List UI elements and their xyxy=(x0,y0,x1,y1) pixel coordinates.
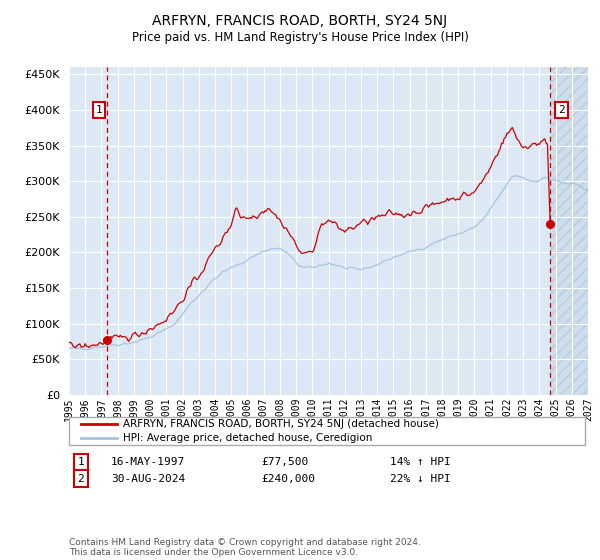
Text: ARFRYN, FRANCIS ROAD, BORTH, SY24 5NJ: ARFRYN, FRANCIS ROAD, BORTH, SY24 5NJ xyxy=(152,14,448,28)
Text: 22% ↓ HPI: 22% ↓ HPI xyxy=(390,474,451,484)
Text: Price paid vs. HM Land Registry's House Price Index (HPI): Price paid vs. HM Land Registry's House … xyxy=(131,31,469,44)
Text: HPI: Average price, detached house, Ceredigion: HPI: Average price, detached house, Cere… xyxy=(123,433,373,443)
Text: Contains HM Land Registry data © Crown copyright and database right 2024.
This d: Contains HM Land Registry data © Crown c… xyxy=(69,538,421,557)
Bar xyxy=(550,67,588,395)
Text: 2: 2 xyxy=(558,105,565,115)
Text: £77,500: £77,500 xyxy=(261,457,308,467)
Text: ARFRYN, FRANCIS ROAD, BORTH, SY24 5NJ (detached house): ARFRYN, FRANCIS ROAD, BORTH, SY24 5NJ (d… xyxy=(123,419,439,430)
Text: 30-AUG-2024: 30-AUG-2024 xyxy=(111,474,185,484)
Text: 14% ↑ HPI: 14% ↑ HPI xyxy=(390,457,451,467)
Text: 1: 1 xyxy=(77,457,85,467)
Text: 2: 2 xyxy=(77,474,85,484)
Text: £240,000: £240,000 xyxy=(261,474,315,484)
Text: 1: 1 xyxy=(96,105,103,115)
Text: 16-MAY-1997: 16-MAY-1997 xyxy=(111,457,185,467)
